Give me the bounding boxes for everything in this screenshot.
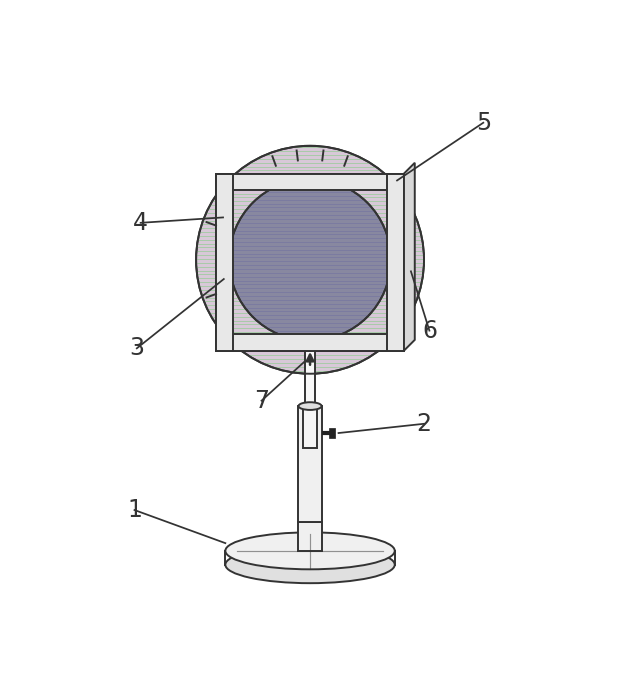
Bar [298, 406, 322, 522]
Bar [298, 522, 322, 551]
Ellipse shape [225, 546, 395, 583]
Bar [303, 406, 317, 449]
Text: 4: 4 [133, 211, 148, 235]
Ellipse shape [298, 402, 322, 410]
Text: 6: 6 [422, 318, 437, 342]
Ellipse shape [225, 533, 395, 569]
Polygon shape [404, 163, 415, 351]
Circle shape [229, 179, 391, 340]
Bar [216, 333, 404, 351]
Bar [216, 174, 404, 351]
Bar [329, 429, 335, 438]
Circle shape [196, 146, 424, 373]
Text: 3: 3 [130, 336, 144, 360]
Text: 1: 1 [127, 498, 142, 522]
Text: 5: 5 [476, 111, 491, 135]
Bar [216, 174, 404, 190]
Text: 2: 2 [417, 412, 432, 435]
Bar [304, 351, 316, 406]
Bar [216, 174, 233, 351]
Bar [387, 174, 404, 351]
Text: 7: 7 [254, 389, 269, 413]
